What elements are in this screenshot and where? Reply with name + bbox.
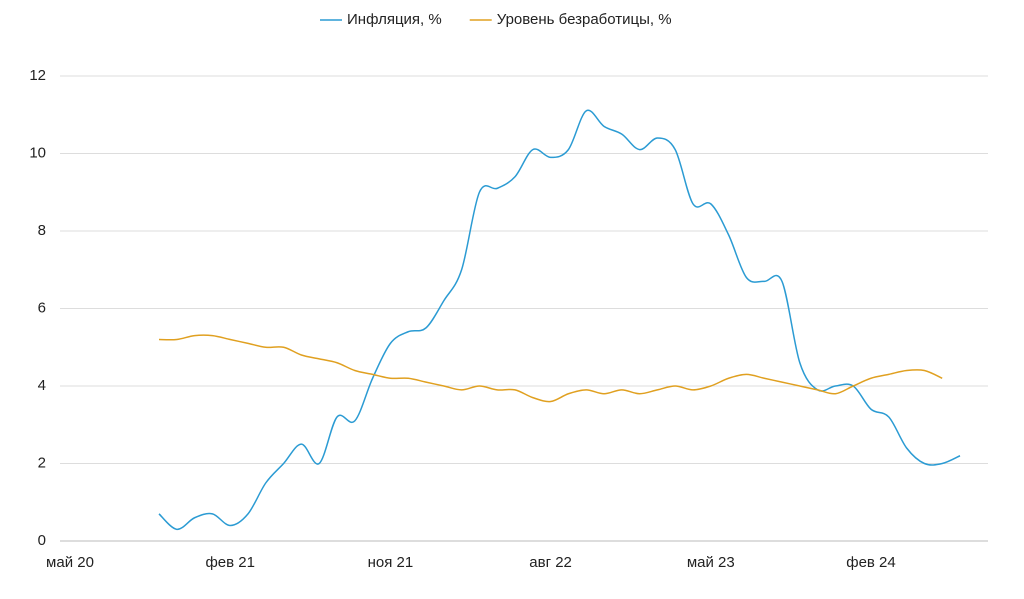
x-tick-label: май 23 bbox=[687, 554, 735, 571]
y-tick-label: 6 bbox=[38, 299, 46, 316]
data-line bbox=[158, 334, 943, 403]
x-tick-label: фев 21 bbox=[205, 554, 255, 571]
x-tick-label: май 20 bbox=[46, 554, 94, 571]
x-tick-label: ноя 21 bbox=[368, 554, 414, 571]
y-tick-label: 10 bbox=[29, 144, 46, 161]
data-line bbox=[158, 109, 961, 531]
legend-label: Уровень безработицы, % bbox=[497, 11, 672, 28]
x-tick-label: фев 24 bbox=[846, 554, 896, 571]
x-tick-label: авг 22 bbox=[529, 554, 572, 571]
y-tick-label: 8 bbox=[38, 222, 46, 239]
y-tick-label: 4 bbox=[38, 377, 46, 394]
y-tick-label: 2 bbox=[38, 454, 46, 471]
y-tick-label: 0 bbox=[38, 532, 46, 549]
y-tick-label: 12 bbox=[29, 67, 46, 84]
legend-label: Инфляция, % bbox=[347, 11, 442, 28]
